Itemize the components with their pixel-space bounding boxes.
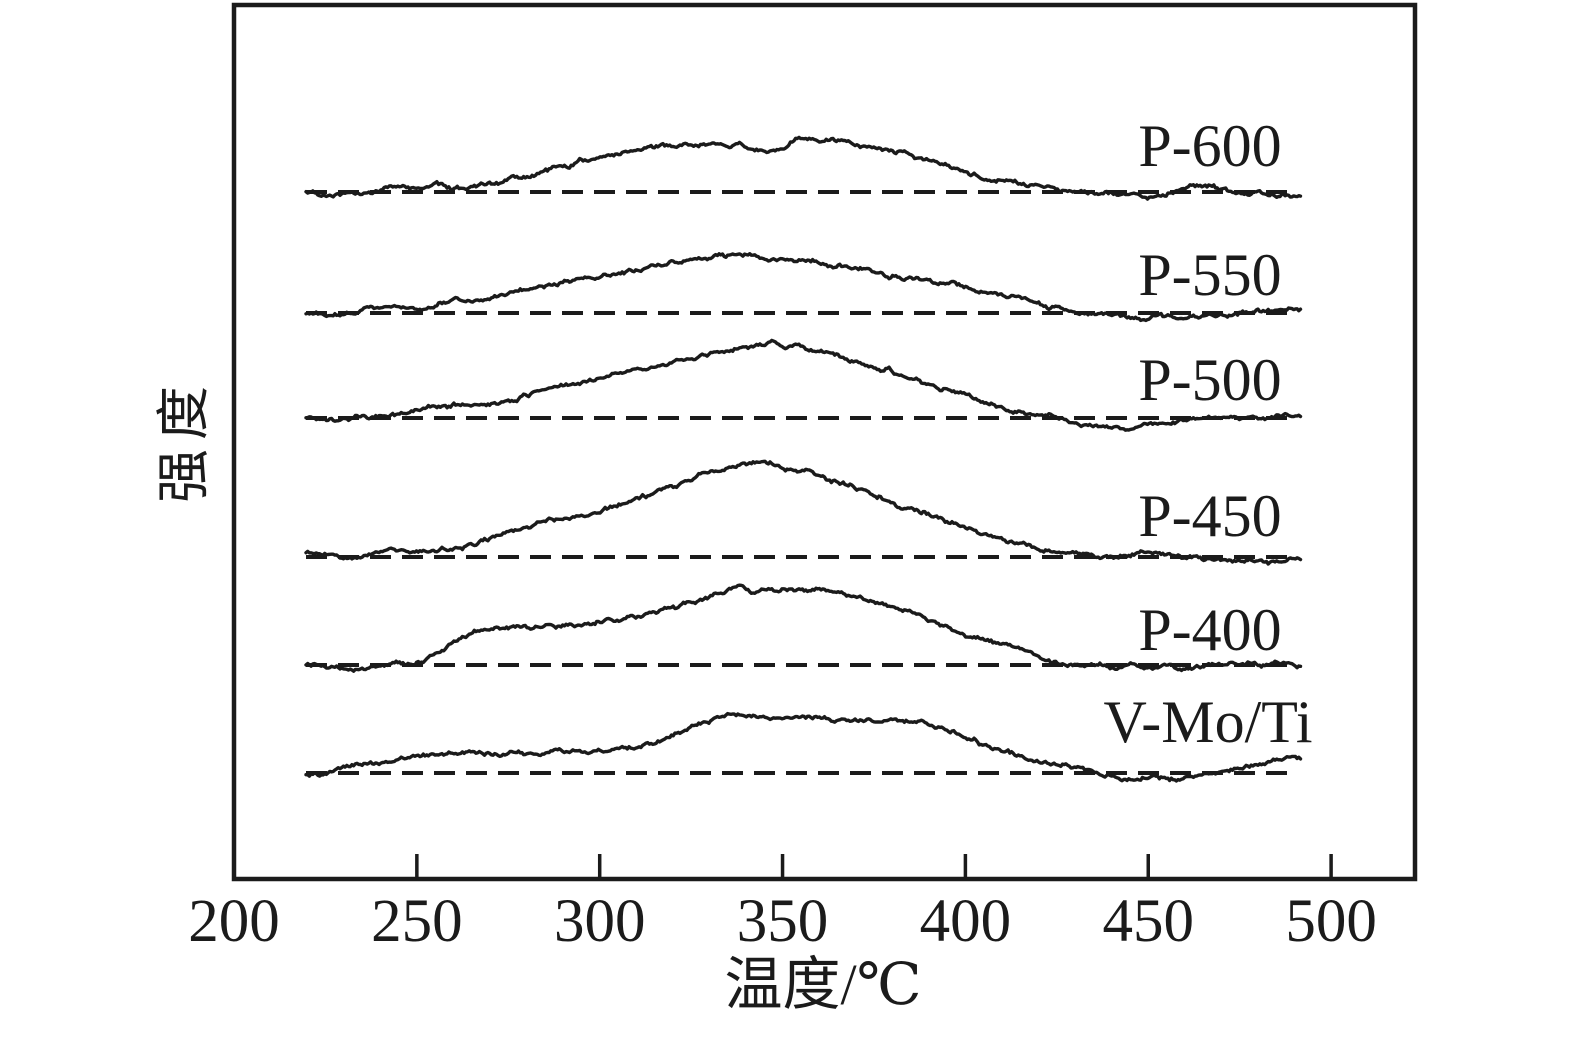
curve-P-550 [304, 252, 1303, 323]
series-label-P-550: P-550 [1138, 242, 1281, 308]
series-label-P-400: P-400 [1138, 597, 1281, 663]
series-label-P-600: P-600 [1138, 113, 1281, 179]
x-tick-label-250: 250 [371, 888, 463, 955]
series-label-P-450: P-450 [1138, 483, 1281, 549]
x-tick-label-400: 400 [920, 888, 1012, 955]
curve-V-Mo/Ti [304, 711, 1303, 783]
series-label-V-Mo/Ti: V-Mo/Ti [1103, 689, 1312, 755]
x-tick-label-350: 350 [737, 888, 829, 955]
curve-P-400 [304, 583, 1303, 673]
x-tick-label-450: 450 [1103, 888, 1195, 955]
x-tick-label-500: 500 [1285, 888, 1377, 955]
curve-P-600 [304, 135, 1303, 201]
plot-border [231, 2, 1418, 882]
series-label-P-500: P-500 [1138, 347, 1281, 413]
y-axis-title: 强度 [154, 377, 214, 503]
x-tick-label-300: 300 [554, 888, 646, 955]
curve-P-500 [304, 338, 1303, 432]
x-tick-label-200: 200 [188, 888, 280, 955]
curve-P-450 [304, 459, 1303, 566]
x-axis-title: 温度/℃ [724, 952, 922, 1017]
